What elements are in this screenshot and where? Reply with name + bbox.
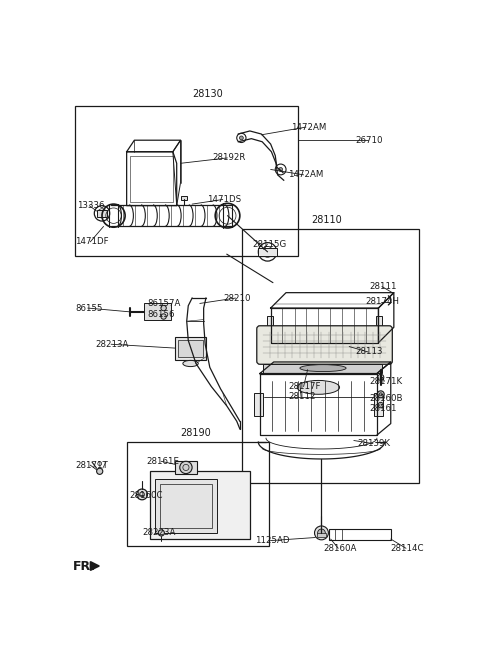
Text: 1471DS: 1471DS [207,195,241,204]
Text: 28115G: 28115G [252,240,287,249]
Bar [175,461,197,474]
Text: 28110: 28110 [312,214,342,225]
Text: 28130: 28130 [192,89,223,99]
Circle shape [180,461,192,474]
Text: FR.: FR. [73,559,96,572]
Circle shape [379,393,382,396]
Text: 13336: 13336 [77,201,104,210]
Text: 86157A: 86157A [147,299,181,308]
FancyBboxPatch shape [257,326,392,364]
Circle shape [240,136,243,140]
Bar [254,393,263,416]
Circle shape [318,529,325,536]
Bar [150,472,250,539]
Bar [144,303,171,320]
Circle shape [378,402,384,408]
Circle shape [378,374,384,381]
Circle shape [161,314,166,319]
Bar [242,229,419,483]
Text: 28210: 28210 [223,293,251,303]
Text: 28160B: 28160B [369,394,403,403]
Text: 28111: 28111 [369,282,396,291]
Bar [181,196,188,200]
Text: 1472AM: 1472AM [291,122,326,132]
Text: 28160A: 28160A [323,544,356,553]
Bar [317,533,326,536]
Bar [127,442,269,546]
Text: 28139K: 28139K [358,439,391,448]
Text: 1471DF: 1471DF [75,237,108,246]
Bar [374,393,383,416]
Text: 1125AD: 1125AD [255,536,290,545]
Text: 28223A: 28223A [142,529,175,537]
Text: 26710: 26710 [355,136,383,145]
Circle shape [137,489,147,500]
Text: 1472AM: 1472AM [288,170,324,179]
Bar [131,156,173,202]
Bar [267,316,273,331]
Bar [263,364,382,373]
Text: 28213A: 28213A [96,340,129,348]
Text: 28171T: 28171T [75,460,108,470]
Bar [155,479,217,533]
Text: 28114C: 28114C [391,544,424,553]
Circle shape [96,468,103,474]
Bar [258,248,277,255]
Ellipse shape [297,381,339,394]
Text: 28174H: 28174H [365,297,399,307]
Circle shape [158,530,164,536]
Bar [75,105,299,255]
Text: 28117F: 28117F [288,382,321,391]
Bar [97,210,107,217]
Text: 86155: 86155 [75,303,103,312]
Text: 28171K: 28171K [369,377,402,386]
Bar [160,485,212,527]
Circle shape [314,526,328,540]
Text: 28112: 28112 [288,392,316,401]
Text: 28161: 28161 [369,403,396,413]
Bar [175,337,206,360]
Bar [329,529,391,540]
Bar [376,316,382,331]
Text: 28190: 28190 [180,428,211,438]
Text: 28192R: 28192R [212,153,245,162]
Circle shape [161,305,166,310]
Text: 86156: 86156 [147,310,175,319]
Ellipse shape [300,365,346,371]
Ellipse shape [183,360,198,367]
Circle shape [377,391,384,398]
Circle shape [279,168,283,172]
Text: 28160C: 28160C [129,491,162,500]
Text: 28113: 28113 [355,347,383,356]
Text: 28161E: 28161E [146,457,179,466]
Bar [178,340,203,356]
